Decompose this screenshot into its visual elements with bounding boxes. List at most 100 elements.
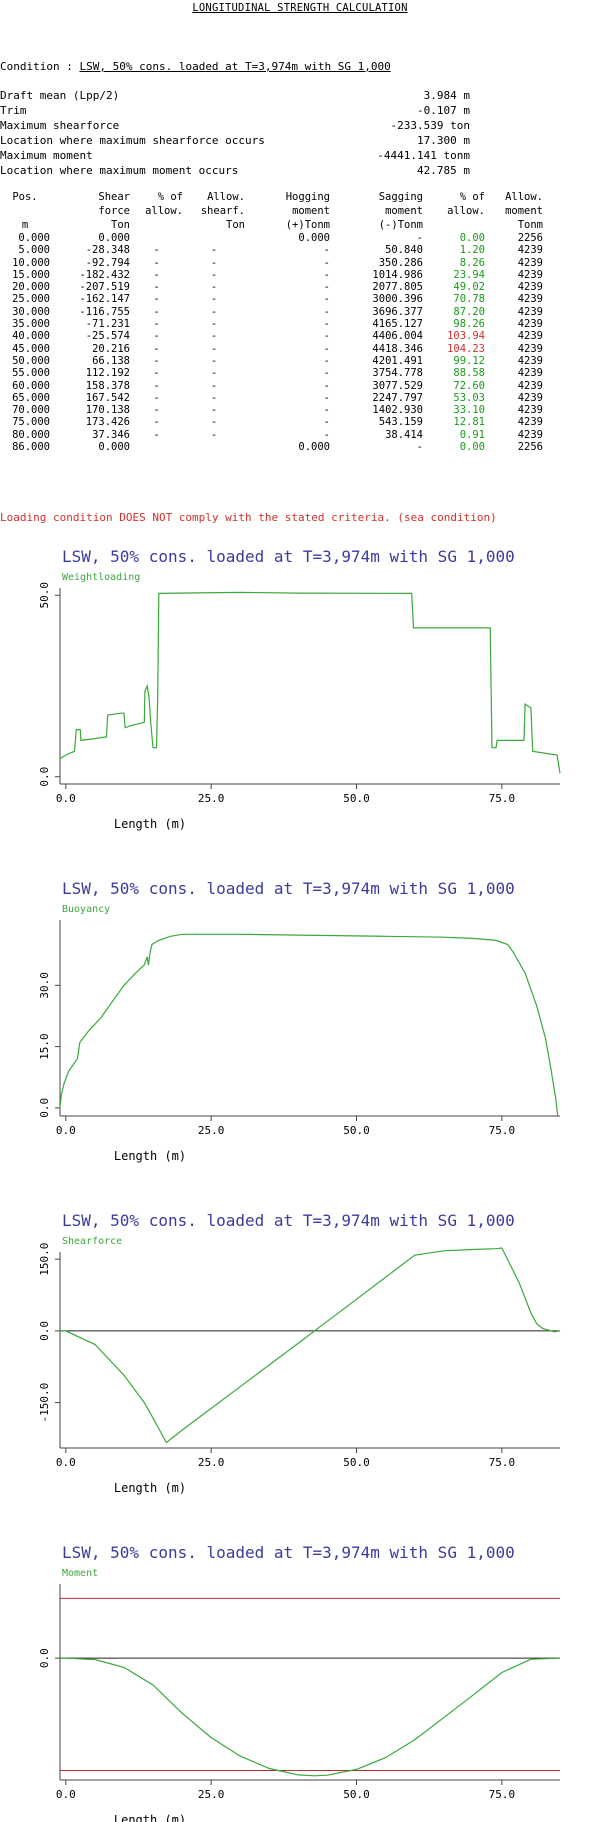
- table-cell-hog: -: [323, 342, 330, 355]
- column-header: allow.: [447, 205, 485, 217]
- table-cell: 35.000: [0, 318, 50, 330]
- table-cell-allow-mom: 4239: [517, 244, 543, 257]
- table-cell-allow-shear: -: [210, 428, 218, 441]
- table-cell-allow-shear: -: [210, 379, 218, 392]
- table-cell-shear: -207.519: [79, 281, 130, 294]
- table-cell-pct-shear: -: [153, 256, 160, 269]
- table-cell: 75.000: [0, 416, 50, 428]
- series-line: [60, 1657, 561, 1777]
- table-cell-shear: 37.346: [92, 428, 130, 441]
- table-header-row: Pos. Shear % of Allow. Hogging Sagging % of All…: [0, 190, 543, 204]
- cell-position: 20.000: [12, 281, 50, 294]
- summary-row-max-shear: Maximum shearforce -233.539 ton: [0, 118, 470, 133]
- chart-series-label: Moment: [62, 1568, 98, 1579]
- table-cell-hog: -: [323, 428, 330, 441]
- column-header: m: [21, 219, 29, 231]
- strength-table-body: 0.000 0.000 0.000-0.00 2256 5.000 -28.348- - -5…: [0, 232, 543, 453]
- summary-value: -4441.141 tonm: [377, 149, 470, 162]
- cell-position: 10.000: [12, 256, 50, 269]
- table-cell: 30.000: [0, 306, 50, 318]
- x-tick-label: 75.0: [489, 792, 516, 805]
- table-cell: 86.000: [0, 441, 50, 453]
- table-cell-allow-mom: 4239: [517, 404, 543, 417]
- table-cell-pct-mom: 1.20: [459, 244, 485, 257]
- table-cell-allow-shear: -: [210, 416, 218, 429]
- table-cell-sag: 350.286: [378, 256, 423, 269]
- summary-row-moment-location: Location where maximum moment occurs 42.7…: [0, 163, 470, 178]
- x-tick-label: 0.0: [56, 1456, 76, 1469]
- condition-line: Condition : LSW, 50% cons. loaded at T=3…: [0, 60, 391, 73]
- table-cell-hog: -: [323, 318, 330, 331]
- table-cell-allow-shear: -: [210, 293, 218, 306]
- table-cell-pct-shear: -: [153, 330, 160, 343]
- table-cell-allow-mom: 4239: [517, 293, 543, 306]
- table-cell-sag: 4418.346: [372, 342, 423, 355]
- table-cell-allow-mom: 4239: [517, 428, 543, 441]
- table-cell-allow-mom: 4239: [517, 416, 543, 429]
- summary-row-shear-location: Location where maximum shearforce occurs…: [0, 133, 470, 148]
- summary-value: -0.107 m: [417, 104, 470, 117]
- strength-table-header: Pos. Shear % of Allow. Hogging Sagging % of All…: [0, 190, 543, 232]
- table-cell-shear: -28.348: [85, 244, 130, 257]
- cell-position: 60.000: [12, 379, 50, 392]
- summary-row-draft: Draft mean (Lpp/2) 3.984 m: [0, 88, 470, 103]
- table-cell-shear: 167.542: [85, 391, 130, 404]
- x-tick-label: 25.0: [198, 792, 225, 805]
- table-row: 5.000 -28.348 - - - 50.840 1.20 4239: [0, 244, 543, 256]
- table-row: 45.000 20.216 - - - 4418.346 104.23 4239: [0, 343, 543, 355]
- table-cell-hog: -: [323, 367, 330, 380]
- table-cell-sag: 4201.491: [372, 354, 423, 367]
- table-row: 30.000 -116.755 - - - 3696.377 87.20 4239: [0, 306, 543, 318]
- table-cell-hog: -: [323, 354, 330, 367]
- table-cell-shear: 112.192: [85, 367, 130, 380]
- table-cell-shear: -25.574: [85, 330, 130, 343]
- table-cell-shear: 66.138: [92, 354, 130, 367]
- x-axis-label: Length (m): [114, 1481, 186, 1495]
- table-row: 70.000 170.138 - - - 1402.930 33.10 4239: [0, 404, 543, 416]
- table-cell-pct-mom: 49.02: [453, 281, 485, 294]
- column-header: % of: [157, 191, 183, 203]
- table-cell-pct-shear: [130, 441, 183, 453]
- table-cell-hog: -: [323, 404, 330, 417]
- table-cell-hog: -: [323, 268, 330, 281]
- table-cell-shear: -92.794: [85, 256, 130, 269]
- condition-value: LSW, 50% cons. loaded at T=3,974m with S…: [79, 60, 391, 73]
- x-tick-label: 25.0: [198, 1456, 225, 1469]
- table-cell-pct-mom: 8.26: [459, 256, 485, 269]
- table-cell-allow-shear: -: [210, 281, 218, 294]
- table-cell-shear: 170.138: [85, 404, 130, 417]
- table-cell-shear: -182.432: [79, 268, 130, 281]
- table-cell-allow-shear: -: [210, 305, 218, 318]
- table-cell-pct-shear: -: [153, 281, 160, 294]
- table-cell-pct-mom: 23.94: [453, 268, 485, 281]
- column-header: allow.: [145, 205, 183, 217]
- table-cell-shear: -162.147: [79, 293, 130, 306]
- y-tick-label: 15.0: [38, 1033, 51, 1060]
- table-cell-hog: -: [323, 244, 330, 257]
- table-cell: 70.000: [0, 404, 50, 416]
- table-cell-pct-mom: 0.00: [459, 232, 485, 244]
- table-cell-allow-mom: 4239: [517, 342, 543, 355]
- table-cell-allow-shear: -: [210, 367, 218, 380]
- table-cell-allow-shear: [183, 441, 245, 453]
- table-row: 50.000 66.138 - - - 4201.491 99.12 4239: [0, 355, 543, 367]
- x-axis-label: Length (m): [114, 1149, 186, 1163]
- table-cell-allow-shear: -: [210, 256, 218, 269]
- table-row: 25.000 -162.147 - - - 3000.396 70.78 4239: [0, 293, 543, 305]
- table-cell-pct-mom: 87.20: [453, 305, 485, 318]
- shearforce-chart: LSW, 50% cons. loaded at T=3,974m with S…: [0, 1212, 600, 1502]
- x-tick-label: 50.0: [343, 1124, 370, 1137]
- column-header: moment: [505, 205, 543, 217]
- table-cell-pct-shear: -: [153, 404, 160, 417]
- strength-table: Pos. Shear % of Allow. Hogging Sagging % of All…: [0, 190, 543, 453]
- chart-series-label: Weightloading: [62, 572, 140, 583]
- table-cell-allow-shear: [183, 232, 245, 244]
- table-cell-hog: -: [323, 256, 330, 269]
- y-tick-label: 0.0: [38, 1098, 51, 1118]
- table-row: 40.000 -25.574 - - - 4406.004 103.94 4239: [0, 330, 543, 342]
- column-header: moment: [292, 205, 330, 217]
- table-cell-allow-mom: 4239: [517, 391, 543, 404]
- table-cell: 60.000: [0, 380, 50, 392]
- table-cell-pct-shear: -: [153, 244, 160, 257]
- column-header: [0, 204, 50, 218]
